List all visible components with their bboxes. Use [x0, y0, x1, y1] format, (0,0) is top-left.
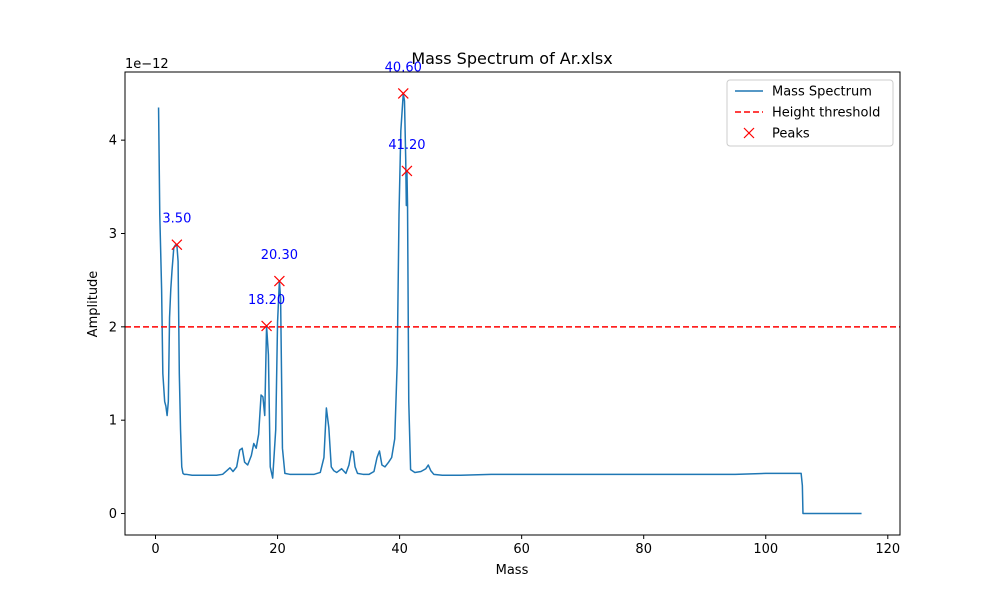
peak-label: 20.30 [261, 248, 298, 263]
peak-marker [261, 320, 272, 332]
x-tick-label: 100 [753, 542, 778, 557]
peak-marker [273, 275, 285, 287]
y-axis-label: Amplitude [86, 271, 101, 338]
y-tick-label: 0 [109, 507, 117, 522]
y-tick-label: 2 [109, 320, 117, 335]
y-tick-label: 1 [109, 414, 117, 429]
legend: Mass Spectrum Height threshold Peaks [726, 79, 894, 147]
x-tick-label: 20 [269, 542, 286, 557]
legend-label: Peaks [772, 127, 810, 142]
x-tick-label: 80 [635, 542, 652, 557]
legend-marker [743, 127, 755, 139]
y-axis-offset-label: 1e−12 [125, 57, 169, 72]
x-tick-label: 40 [391, 542, 408, 557]
chart-title: Mass Spectrum of Ar.xlsx [411, 49, 612, 68]
plot-area: 0 20 40 60 80 100 120 0 1 2 3 4 3.50 18.20 20.30 40.60 4… [109, 60, 901, 557]
plot-frame [124, 71, 901, 536]
legend-label: Height threshold [772, 106, 880, 121]
y-tick-label: 3 [109, 227, 117, 242]
peak-marker-stroke [171, 239, 183, 251]
x-tick-label: 120 [875, 542, 900, 557]
peak-marker-stroke [397, 88, 409, 99]
peak-marker [171, 239, 183, 251]
legend-box [726, 79, 894, 147]
series-line-mass-spectrum [157, 92, 862, 515]
x-axis-label: Mass [496, 563, 529, 578]
peak-label: 41.20 [388, 138, 425, 153]
x-tick-label: 0 [151, 542, 159, 557]
peak-label: 18.20 [248, 293, 285, 308]
peak-marker-stroke [273, 275, 285, 287]
peak-marker-stroke [261, 320, 272, 332]
peak-marker-stroke [401, 165, 413, 177]
legend-label: Mass Spectrum [772, 85, 872, 100]
peak-marker [401, 165, 413, 177]
peak-label: 3.50 [162, 212, 191, 227]
y-tick-label: 4 [109, 134, 117, 149]
peak-label: 40.60 [385, 60, 422, 75]
peak-marker [397, 88, 409, 99]
x-tick-label: 60 [513, 542, 530, 557]
